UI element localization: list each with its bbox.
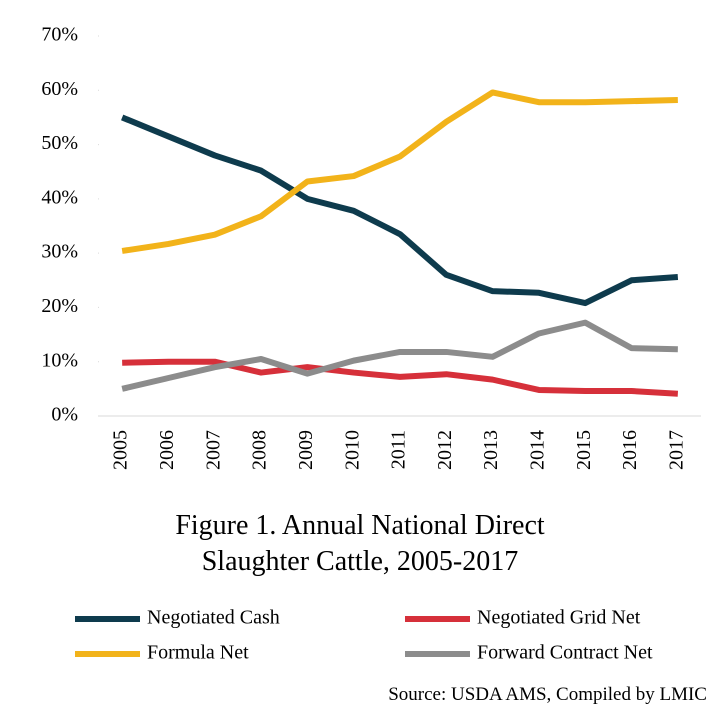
- y-tick-label: 60%: [41, 78, 78, 100]
- legend-label: Forward Contract Net: [477, 642, 653, 664]
- x-tick-label: 2006: [156, 430, 178, 470]
- x-tick-label: 2011: [388, 430, 410, 469]
- y-tick-label: 70%: [41, 24, 78, 46]
- x-tick-label: 2015: [573, 430, 595, 470]
- series-line: [122, 358, 679, 397]
- x-tick-label: 2012: [434, 430, 456, 470]
- y-tick-label: 50%: [41, 132, 78, 154]
- x-tick-label: 2013: [480, 430, 502, 470]
- y-tick-label: 0%: [51, 404, 78, 426]
- chart-title: Figure 1. Annual National Direct Slaught…: [175, 510, 545, 577]
- x-tick-label: 2007: [202, 430, 224, 470]
- x-tick-label: 2010: [341, 430, 363, 470]
- x-tick-label: 2016: [619, 430, 641, 470]
- y-tick-label: 40%: [41, 186, 78, 208]
- source-note: Source: USDA AMS, Compiled by LMIC: [388, 684, 707, 705]
- y-tick-label: 30%: [41, 241, 78, 263]
- legend-label: Negotiated Grid Net: [477, 607, 641, 629]
- series-line: [121, 114, 679, 307]
- series-line: [121, 319, 678, 392]
- legend-label: Formula Net: [147, 642, 249, 664]
- legend-label: Negotiated Cash: [147, 607, 280, 629]
- x-tick-label: 2014: [527, 430, 549, 470]
- series-line: [121, 89, 678, 254]
- x-tick-label: 2008: [249, 430, 271, 470]
- x-tick-label: 2005: [110, 430, 132, 470]
- x-tick-label: 2017: [665, 430, 687, 470]
- y-tick-label: 10%: [41, 349, 78, 371]
- x-tick-label: 2009: [295, 430, 317, 470]
- y-tick-label: 20%: [41, 295, 78, 317]
